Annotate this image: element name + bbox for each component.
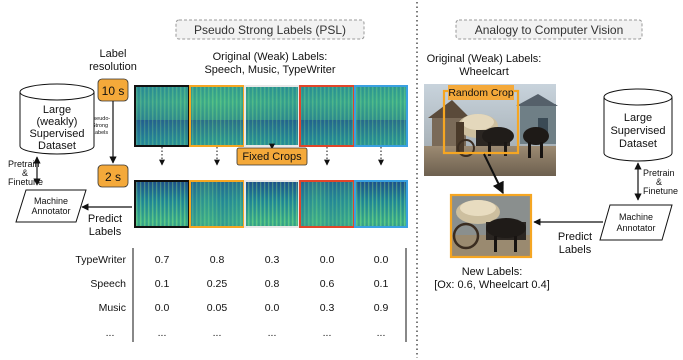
psl-pretrain-line2: &	[22, 168, 28, 178]
svg-text:Large: Large	[624, 112, 652, 124]
label-resolution-line2: resolution	[89, 61, 137, 73]
resolution-2s-box: 2 s	[97, 164, 129, 188]
table-cell: 0.8	[210, 254, 225, 266]
svg-text:Dataset: Dataset	[619, 138, 657, 150]
label-resolution-line1: Label	[100, 48, 127, 60]
fixed-crops-box: Fixed Crops	[236, 147, 308, 166]
svg-text:Supervised: Supervised	[29, 128, 84, 140]
cv-pretrain-line1: Pretrain	[643, 168, 675, 178]
svg-text:Machine: Machine	[619, 212, 653, 222]
table-row-label: Speech	[90, 278, 126, 290]
svg-text:2 s: 2 s	[105, 170, 121, 184]
table-cell: 0.0	[320, 254, 335, 266]
svg-text:Random Crop: Random Crop	[448, 87, 514, 99]
svg-text:Supervised: Supervised	[610, 125, 665, 137]
psl-title: Pseudo Strong Labels (PSL)	[194, 23, 346, 37]
svg-text:Large: Large	[43, 104, 71, 116]
table-cell: 0.0	[265, 302, 280, 314]
table-cell: ...	[213, 327, 222, 339]
cv-original-labels-line1: Original (Weak) Labels:	[427, 53, 542, 65]
table-row-label: TypeWriter	[75, 254, 126, 266]
table-cell: ...	[268, 327, 277, 339]
cropped-photo-frame	[449, 193, 533, 259]
table-row-label: ...	[106, 327, 115, 339]
cv-predict-line1: Predict	[558, 231, 592, 243]
psl-pretrain-line1: Pretrain	[8, 159, 40, 169]
svg-text:10 s: 10 s	[102, 84, 125, 98]
cv-title-box: Analogy to Computer Vision	[455, 19, 643, 40]
psl-predict-line1: Predict	[88, 213, 122, 225]
new-labels-line2: [Ox: 0.6, Wheelcart 0.4]	[434, 279, 550, 291]
cv-original-labels-line2: Wheelcart	[459, 66, 509, 78]
psl-title-box: Pseudo Strong Labels (PSL)	[175, 19, 365, 40]
psl-original-labels-line1: Original (Weak) Labels:	[213, 51, 328, 63]
table-cell: 0.7	[155, 254, 170, 266]
crop-arrow	[483, 153, 504, 195]
table-cell: ...	[158, 327, 167, 339]
psl-table: TypeWriter 0.7 0.8 0.3 0.0 0.0 Speech 0.…	[75, 248, 407, 342]
table-cell: 0.3	[265, 254, 280, 266]
psl-dataset-cylinder: Large (weakly) Supervised Dataset	[19, 83, 95, 155]
cv-machine-annotator: Machine Annotator	[599, 204, 673, 241]
table-cell: 0.8	[265, 278, 280, 290]
table-cell: 0.6	[320, 278, 335, 290]
pseudo-strong-line2: Strong	[92, 123, 108, 129]
svg-text:Machine: Machine	[34, 196, 68, 206]
table-cell: 0.3	[320, 302, 335, 314]
svg-text:Dataset: Dataset	[38, 140, 76, 152]
table-cell: 0.05	[207, 302, 228, 314]
svg-text:Fixed Crops: Fixed Crops	[242, 151, 302, 163]
psl-original-labels-line2: Speech, Music, TypeWriter	[204, 64, 335, 76]
cv-pretrain-line3: Finetune	[643, 186, 678, 196]
table-cell: 0.0	[374, 254, 389, 266]
cv-pretrain-line2: &	[656, 177, 662, 187]
svg-text:(weakly): (weakly)	[37, 116, 78, 128]
table-cell: ...	[377, 327, 386, 339]
svg-text:Annotator: Annotator	[31, 206, 70, 216]
random-crop-label: Random Crop	[448, 85, 514, 100]
cropped-photo	[451, 195, 531, 257]
psl-pretrain-line3: Finetune	[8, 177, 43, 187]
cv-dataset-cylinder: Large Supervised Dataset	[603, 88, 673, 162]
table-cell: 0.25	[207, 278, 228, 290]
cv-predict-line2: Labels	[559, 244, 592, 256]
spectrogram-full	[134, 85, 408, 147]
cv-title: Analogy to Computer Vision	[475, 23, 624, 37]
table-row-label: Music	[99, 302, 126, 314]
psl-machine-annotator: Machine Annotator	[15, 189, 87, 223]
table-cell: 0.1	[155, 278, 170, 290]
table-cell: ...	[323, 327, 332, 339]
spectrogram-crops	[134, 180, 408, 228]
table-cell: 0.9	[374, 302, 389, 314]
table-cell: 0.0	[155, 302, 170, 314]
new-labels-line1: New Labels:	[462, 266, 523, 278]
pseudo-strong-line1: Pseudo-	[90, 116, 111, 122]
svg-text:Annotator: Annotator	[616, 223, 655, 233]
crop-box-5	[354, 85, 408, 147]
crop-5	[354, 180, 408, 228]
resolution-10s-box: 10 s	[97, 78, 129, 102]
table-cell: 0.1	[374, 278, 389, 290]
psl-predict-line2: Labels	[89, 226, 122, 238]
pseudo-strong-line3: Labels	[92, 130, 108, 136]
